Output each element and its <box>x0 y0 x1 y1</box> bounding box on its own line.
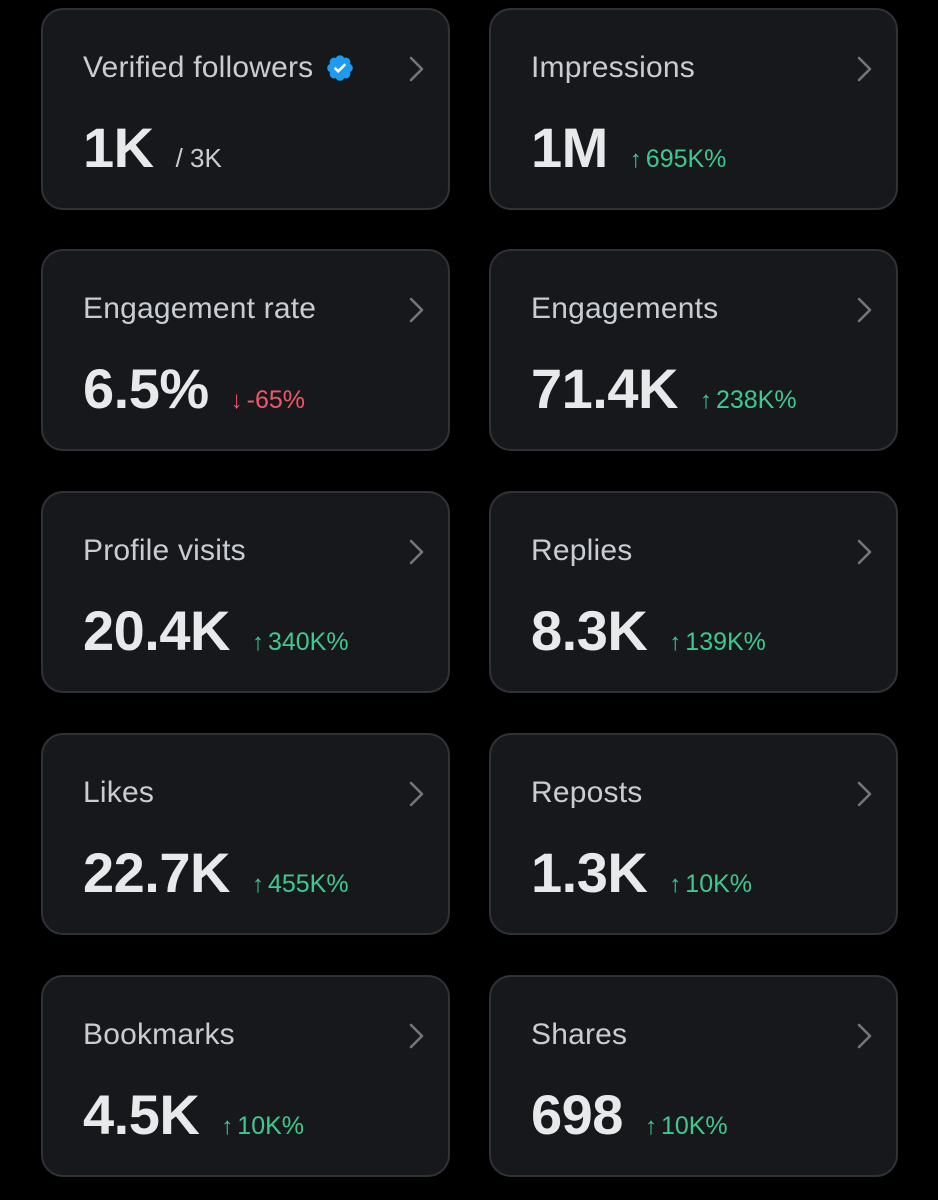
value-row: 4.5K ↑ 10K% <box>83 1083 304 1147</box>
change-value: 10K% <box>660 1112 728 1140</box>
card-value: 4.5K <box>83 1083 200 1146</box>
chevron-right-icon <box>857 781 872 807</box>
change-value: 10K% <box>237 1112 305 1140</box>
card-value: 698 <box>531 1083 623 1146</box>
chevron-right-icon <box>857 56 872 82</box>
card-likes[interactable]: Likes 22.7K ↑ 455K% <box>41 733 450 935</box>
verified-badge-icon <box>327 55 354 81</box>
change-indicator: ↑ 139K% <box>669 628 766 657</box>
chevron-right-icon <box>857 297 872 323</box>
arrow-down-icon: ↓ <box>230 387 243 414</box>
card-title: Bookmarks <box>83 1018 235 1051</box>
change-indicator: ↑ 340K% <box>252 628 349 657</box>
arrow-up-icon: ↑ <box>669 629 682 656</box>
chevron-right-icon <box>409 297 424 323</box>
change-indicator: ↓ -65% <box>231 386 305 415</box>
arrow-up-icon: ↑ <box>629 146 642 173</box>
card-title: Shares <box>531 1018 628 1051</box>
card-title: Likes <box>83 776 155 809</box>
card-value: 8.3K <box>531 599 648 662</box>
card-verified-followers[interactable]: Verified followers 1K / 3K <box>41 8 450 210</box>
card-title-row: Verified followers <box>83 48 355 88</box>
arrow-up-icon: ↑ <box>251 629 264 656</box>
value-row: 1K / 3K <box>83 116 222 180</box>
arrow-up-icon: ↑ <box>644 1113 657 1140</box>
card-replies[interactable]: Replies 8.3K ↑ 139K% <box>489 491 898 693</box>
card-value: 22.7K <box>83 841 230 904</box>
value-row: 1.3K ↑ 10K% <box>531 841 752 905</box>
card-value: 71.4K <box>531 357 678 420</box>
arrow-up-icon: ↑ <box>669 871 682 898</box>
change-value: 695K% <box>645 145 727 173</box>
change-indicator: ↑ 238K% <box>700 386 797 415</box>
change-indicator: ↑ 10K% <box>645 1112 728 1141</box>
card-engagement-rate[interactable]: Engagement rate 6.5% ↓ -65% <box>41 249 450 451</box>
change-value: 238K% <box>715 386 797 414</box>
card-title: Engagement rate <box>83 292 317 325</box>
card-shares[interactable]: Shares 698 ↑ 10K% <box>489 975 898 1177</box>
card-reposts[interactable]: Reposts 1.3K ↑ 10K% <box>489 733 898 935</box>
card-title: Verified followers <box>83 51 314 84</box>
card-goal: / 3K <box>175 143 222 173</box>
change-indicator: ↑ 695K% <box>630 145 727 174</box>
change-indicator: ↑ 455K% <box>252 870 349 899</box>
card-title: Replies <box>531 534 633 567</box>
arrow-up-icon: ↑ <box>221 1113 234 1140</box>
value-row: 8.3K ↑ 139K% <box>531 599 766 663</box>
chevron-right-icon <box>409 781 424 807</box>
card-title: Engagements <box>531 292 719 325</box>
change-value: 340K% <box>267 628 349 656</box>
card-value: 1.3K <box>531 841 648 904</box>
change-value: 455K% <box>267 870 349 898</box>
arrow-up-icon: ↑ <box>251 871 264 898</box>
change-indicator: ↑ 10K% <box>221 1112 304 1141</box>
value-row: 71.4K ↑ 238K% <box>531 357 797 421</box>
card-engagements[interactable]: Engagements 71.4K ↑ 238K% <box>489 249 898 451</box>
change-value: -65% <box>246 386 306 414</box>
card-value: 20.4K <box>83 599 230 662</box>
chevron-right-icon <box>857 1023 872 1049</box>
chevron-right-icon <box>857 539 872 565</box>
value-row: 698 ↑ 10K% <box>531 1083 728 1147</box>
change-value: 10K% <box>685 870 753 898</box>
value-row: 22.7K ↑ 455K% <box>83 841 349 905</box>
change-indicator: ↑ 10K% <box>669 870 752 899</box>
change-value: 139K% <box>685 628 766 656</box>
value-row: 1M ↑ 695K% <box>531 116 726 180</box>
card-title: Impressions <box>531 51 695 84</box>
chevron-right-icon <box>409 539 424 565</box>
arrow-up-icon: ↑ <box>699 387 712 414</box>
card-title: Profile visits <box>83 534 246 567</box>
card-value: 6.5% <box>83 357 209 420</box>
value-row: 20.4K ↑ 340K% <box>83 599 349 663</box>
chevron-right-icon <box>409 1023 424 1049</box>
card-profile-visits[interactable]: Profile visits 20.4K ↑ 340K% <box>41 491 450 693</box>
chevron-right-icon <box>409 56 424 82</box>
card-title: Reposts <box>531 776 643 809</box>
card-value: 1K <box>83 116 154 179</box>
card-value: 1M <box>531 116 608 179</box>
card-impressions[interactable]: Impressions 1M ↑ 695K% <box>489 8 898 210</box>
card-bookmarks[interactable]: Bookmarks 4.5K ↑ 10K% <box>41 975 450 1177</box>
value-row: 6.5% ↓ -65% <box>83 357 305 421</box>
